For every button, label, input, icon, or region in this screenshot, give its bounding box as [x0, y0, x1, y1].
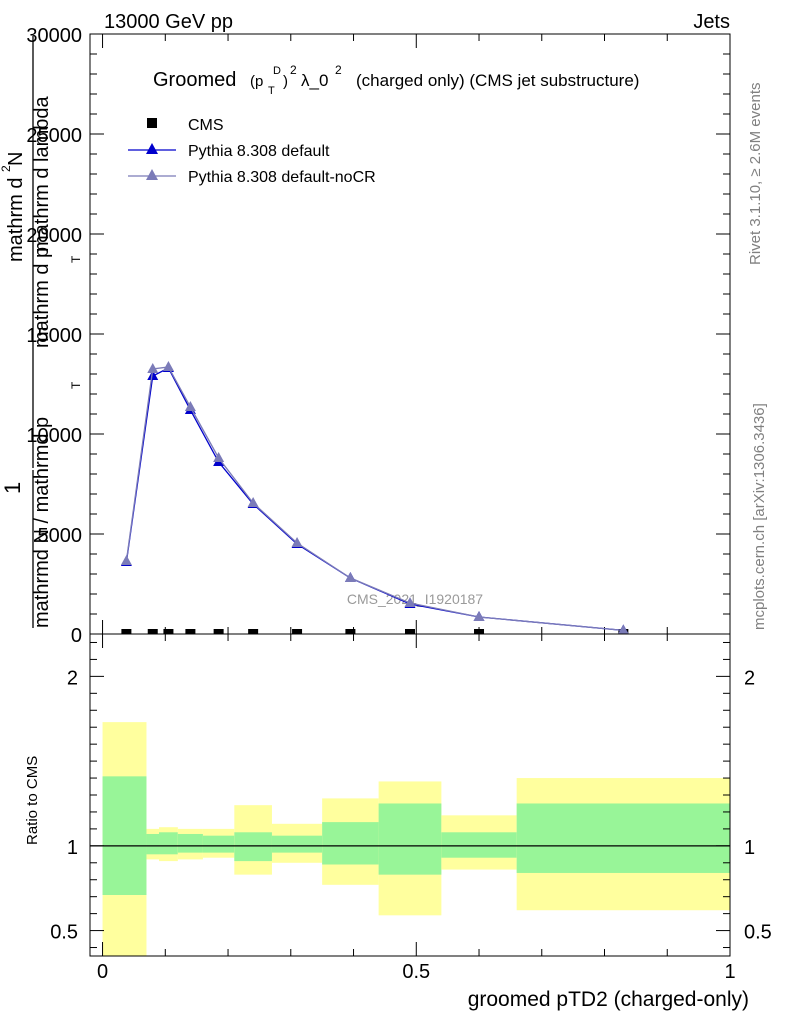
mcplots-label: mcplots.cern.ch [arXiv:1306.3436] — [751, 403, 768, 630]
main-panel-frame — [89, 33, 731, 635]
y-label-frac-den-sub: T — [69, 381, 83, 389]
y-tick-label: 30000 — [26, 25, 82, 47]
ratio-axis-ticks — [90, 634, 731, 956]
cms-data-point — [213, 629, 224, 634]
y-tick-label: 15000 — [26, 325, 82, 347]
cms-data-point — [345, 629, 356, 634]
series-marker — [247, 497, 259, 507]
stat-uncertainty-band — [378, 803, 442, 875]
ratio-y-tick-label-right: 1 — [744, 837, 755, 859]
series-marker — [617, 624, 629, 635]
main-y-tick-labels: 0 5000 10000 15000 20000 25000 30000 — [26, 25, 82, 647]
y-label-deriv-den: mathrm d p — [31, 247, 53, 348]
legend-marker-default — [146, 143, 158, 154]
title-sym-sup-d: D — [273, 65, 281, 77]
ratio-y-tick-label-left: 1 — [67, 837, 78, 859]
legend-label-default: Pythia 8.308 default — [188, 143, 330, 160]
ratio-bands-layer — [102, 722, 730, 956]
y-label-deriv-num: mathrm d — [5, 178, 27, 262]
main-axis-ticks — [90, 33, 731, 635]
cms-data-point — [474, 629, 485, 634]
y-tick-label: 5000 — [38, 525, 83, 547]
title-rest: (charged only) (CMS jet substructure) — [356, 71, 639, 90]
stat-uncertainty-band — [146, 833, 160, 855]
title-lambda: λ_0 — [301, 71, 328, 90]
x-axis-label: groomed pTD2 (charged-only) — [468, 988, 749, 1011]
series-marker — [404, 597, 416, 607]
ratio-y-tick-label-right: 2 — [744, 667, 755, 689]
y-label-deriv-den-sub: T — [69, 255, 83, 263]
y-label-deriv-num-N: N — [5, 152, 27, 166]
y-label-frac-one: 1 — [0, 482, 25, 494]
cms-data-point — [121, 629, 132, 634]
x-tick-labels: 0 0.5 1 — [97, 961, 736, 983]
ratio-y-tick-label-left: 2 — [67, 667, 78, 689]
cms-data-point — [163, 629, 174, 634]
legend-marker-nocr — [146, 169, 158, 180]
category-label: Jets — [693, 11, 730, 33]
title-sym-close: ) — [283, 73, 288, 90]
ratio-y-tick-label-left: 0.5 — [50, 922, 78, 944]
cms-data-point — [147, 629, 158, 634]
title-lambda-sup: 2 — [335, 63, 342, 77]
stat-uncertainty-band — [271, 835, 323, 853]
y-label-deriv-num-sup: 2 — [0, 165, 13, 172]
ratio-y-tick-label-right: 0.5 — [744, 922, 772, 944]
series-marker — [213, 452, 225, 462]
y-tick-label: 10000 — [26, 425, 82, 447]
ratio-axis-label: Ratio to CMS — [24, 756, 41, 845]
cms-data-point — [405, 629, 415, 634]
title-sym-p: (p — [250, 73, 263, 90]
legend-marker-cms — [147, 118, 157, 128]
title-main: Groomed — [153, 69, 236, 91]
stat-uncertainty-band — [322, 822, 379, 865]
series-marker — [184, 401, 196, 411]
analysis-watermark: CMS_2021_I1920187 — [347, 591, 483, 607]
series-marker — [473, 611, 485, 621]
cms-data-point — [185, 629, 196, 634]
main-series-layer — [120, 361, 629, 635]
y-tick-label: 25000 — [26, 125, 82, 147]
x-tick-label: 0 — [97, 961, 108, 983]
cms-data-point — [248, 629, 259, 634]
title-sym-sub-t: T — [268, 85, 275, 97]
legend-label-cms: CMS — [188, 117, 224, 134]
legend-label-nocr: Pythia 8.308 default-noCR — [188, 169, 376, 186]
stat-uncertainty-band — [202, 835, 235, 853]
energy-label: 13000 GeV pp — [104, 11, 233, 33]
stat-uncertainty-band — [441, 832, 517, 858]
series-marker — [147, 370, 159, 380]
rivet-label: Rivet 3.1.10, ≥ 2.6M events — [747, 83, 764, 266]
series-marker — [147, 363, 159, 373]
legend: CMS Pythia 8.308 default Pythia 8.308 de… — [128, 117, 376, 186]
x-tick-label: 0.5 — [402, 961, 430, 983]
stat-uncertainty-band — [177, 833, 203, 853]
y-tick-label: 20000 — [26, 225, 82, 247]
x-tick-label: 1 — [724, 961, 735, 983]
title-sym-sup-2: 2 — [290, 63, 297, 77]
ratio-y-tick-labels: 0.5 0.5 1 1 2 2 — [50, 667, 772, 943]
stat-uncertainty-band — [234, 832, 272, 862]
y-tick-label: 0 — [71, 625, 82, 647]
series-marker — [162, 361, 174, 371]
cms-data-point — [292, 629, 303, 634]
series-marker — [291, 537, 303, 547]
plot-title: Groomed (p D T ) 2 λ_0 2 (charged only) … — [153, 63, 639, 97]
stat-uncertainty-band — [102, 776, 147, 895]
y-label-frac-den: mathrmd N / mathrmd p — [31, 417, 53, 628]
stat-uncertainty-band — [159, 832, 178, 855]
y-label-deriv-den-rest: mathrm d lambda — [31, 96, 53, 252]
main-y-axis-label: 1 mathrmd N / mathrmd p T mathrm d 2 N m… — [0, 36, 83, 628]
series-marker — [344, 572, 356, 582]
stat-uncertainty-band — [516, 803, 730, 873]
series-marker — [120, 555, 132, 565]
